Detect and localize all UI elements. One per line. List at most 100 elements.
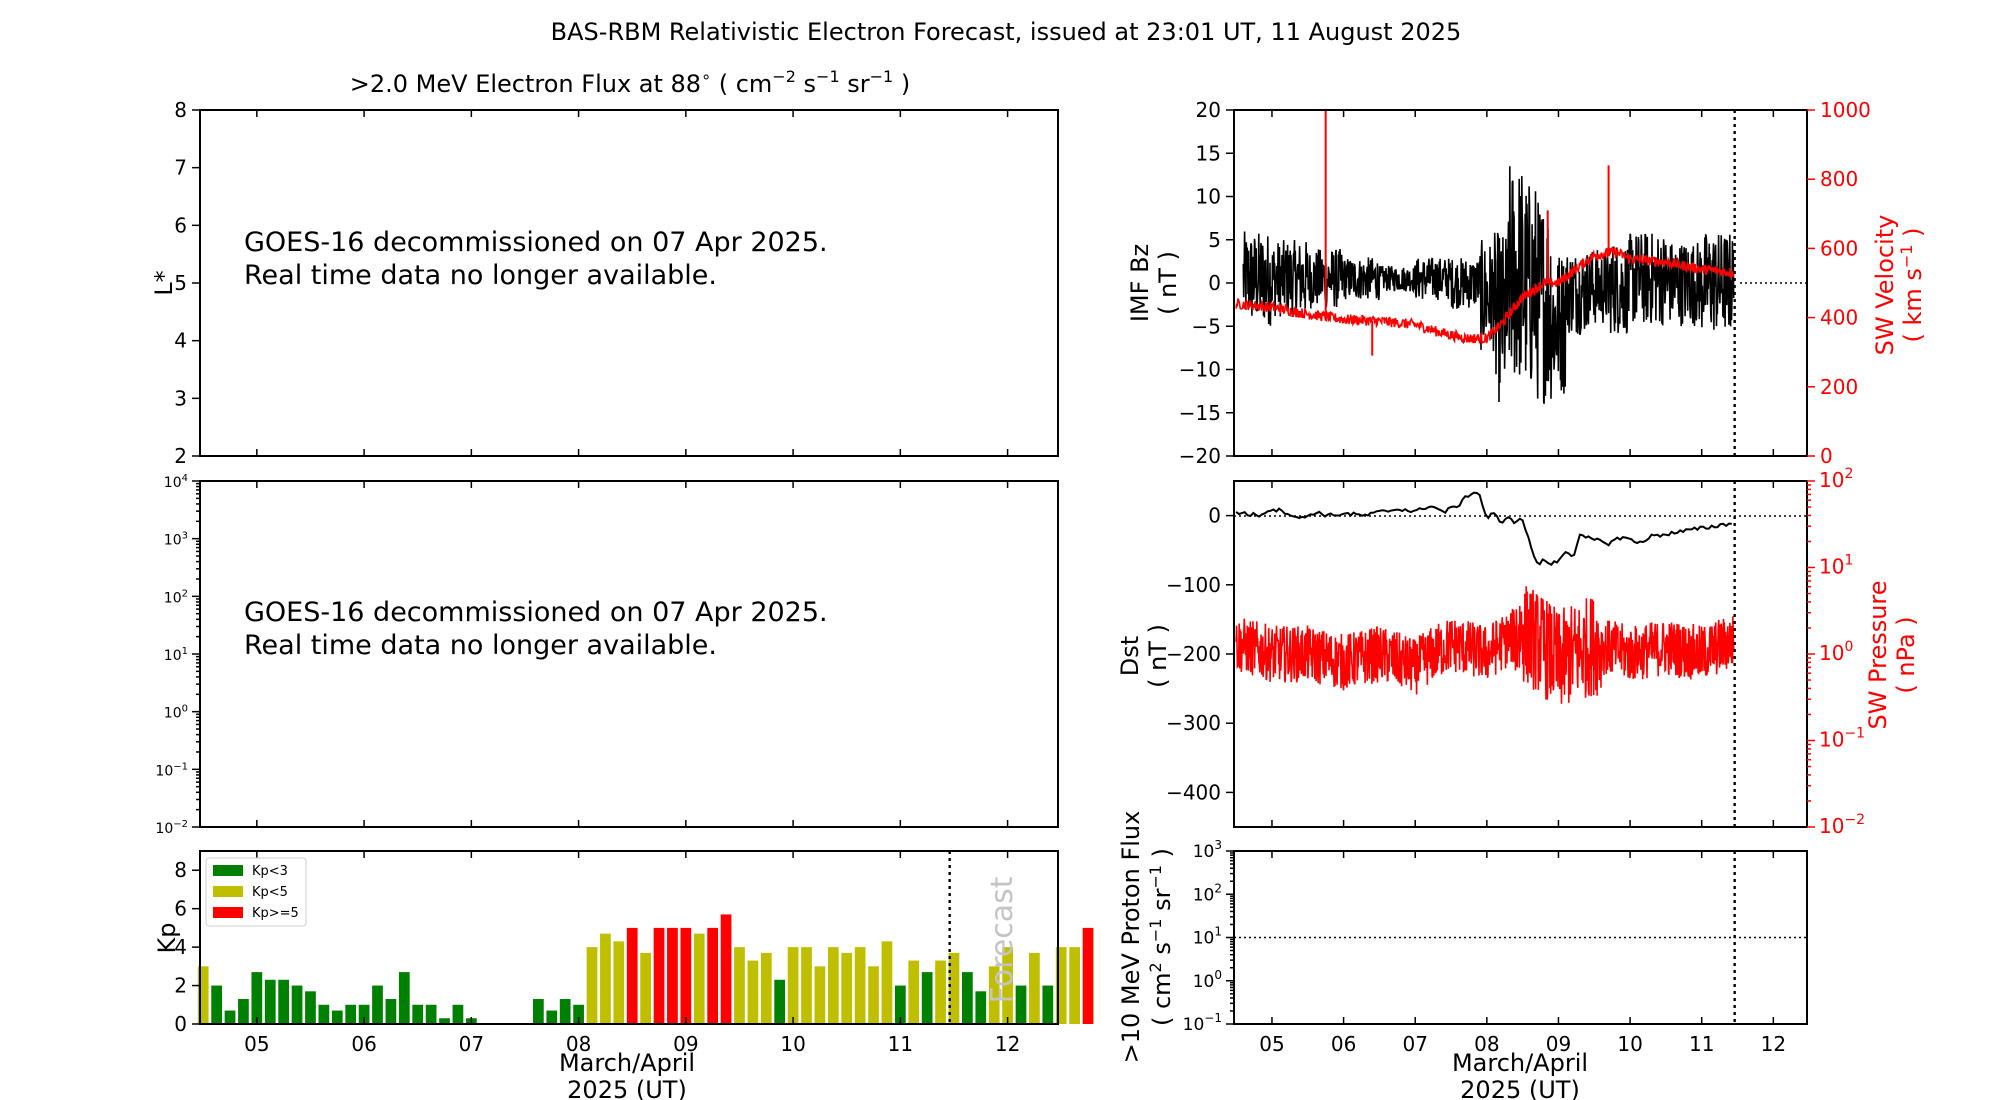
bz-panel-ylabel-line2: ( nT ) bbox=[1154, 251, 1182, 315]
kp-bar bbox=[345, 1004, 357, 1024]
legend-swatch-kp-high bbox=[213, 907, 243, 918]
kp-bar bbox=[787, 947, 799, 1024]
y-tick-label: 101 bbox=[1819, 553, 1853, 579]
log-panel-yaxis: 10−2 10−1 100 101 102 103 104 bbox=[155, 473, 200, 837]
kp-bar bbox=[385, 999, 397, 1024]
kp-bar bbox=[667, 927, 678, 1024]
x-tick-label: 09 bbox=[673, 1032, 698, 1056]
x-tick-label: 11 bbox=[1689, 1032, 1714, 1056]
log-panel-xaxis bbox=[256, 481, 1009, 827]
flux-panel-message-line1: GOES-16 decommissioned on 07 Apr 2025. bbox=[244, 227, 828, 258]
y-tick-label: −400 bbox=[1166, 780, 1221, 804]
y-tick-label: 103 bbox=[1193, 838, 1222, 862]
legend-swatch-kp-low bbox=[213, 865, 243, 876]
kp-bar bbox=[720, 914, 732, 1024]
kp-panel-xaxis: 05 06 07 08 09 10 11 12 bbox=[244, 851, 1020, 1056]
right-xaxis-label-line2: 2025 (UT) bbox=[1460, 1076, 1580, 1100]
y-tick-label: 2 bbox=[174, 444, 187, 468]
kp-bar bbox=[358, 1004, 370, 1024]
y-tick-label: 6 bbox=[174, 897, 187, 921]
kp-bar bbox=[962, 972, 973, 1024]
x-tick-label: 05 bbox=[1259, 1032, 1284, 1056]
kp-bar bbox=[372, 985, 383, 1024]
kp-bar bbox=[559, 999, 571, 1024]
dst-series bbox=[1235, 491, 1732, 566]
y-tick-label: 0 bbox=[174, 1012, 187, 1036]
x-tick-label: 08 bbox=[1474, 1032, 1499, 1056]
x-tick-label: 12 bbox=[995, 1032, 1020, 1056]
flux-panel-xaxis bbox=[256, 110, 1009, 456]
y-tick-label: 4 bbox=[174, 935, 187, 959]
y-tick-label: 0 bbox=[1820, 444, 1833, 468]
proton-panel-xaxis: 05 06 07 08 09 10 11 12 bbox=[1259, 851, 1786, 1056]
y-tick-label: 8 bbox=[174, 858, 187, 882]
kp-bar bbox=[197, 966, 209, 1024]
y-tick-label: 10−2 bbox=[1819, 812, 1865, 838]
kp-panel-yaxis: 0 2 4 6 8 bbox=[174, 858, 200, 1036]
y-tick-label: −5 bbox=[1192, 314, 1221, 338]
kp-bar bbox=[841, 952, 853, 1024]
kp-bar bbox=[305, 991, 316, 1024]
dst-panel-yaxis: −400 −300 −200 −100 0 bbox=[1166, 504, 1234, 804]
kp-bar bbox=[747, 960, 759, 1024]
x-tick-label: 06 bbox=[1331, 1032, 1356, 1056]
flux-panel-yaxis: 2 3 4 5 6 7 8 bbox=[174, 98, 200, 468]
flux-panel-title: >2.0 MeV Electron Flux at 88∘ ( cm−2 s−1… bbox=[350, 67, 910, 98]
kp-bar bbox=[653, 927, 665, 1024]
kp-bar bbox=[881, 941, 893, 1024]
dst-panel-ylabel-line2: ( nT ) bbox=[1144, 624, 1172, 688]
kp-bar bbox=[211, 985, 222, 1024]
y-tick-label: 101 bbox=[1193, 925, 1222, 949]
kp-bar bbox=[1069, 947, 1080, 1024]
bz-panel-yaxis: −20 −15 −10 −5 0 5 10 15 20 bbox=[1179, 98, 1234, 468]
right-xaxis-label-line1: March/April bbox=[1452, 1049, 1588, 1077]
kp-bar bbox=[774, 979, 786, 1024]
kp-bar bbox=[425, 1004, 437, 1024]
kp-bar bbox=[412, 1004, 424, 1024]
dst-series-group bbox=[1235, 491, 1735, 704]
y-tick-label: −20 bbox=[1179, 444, 1221, 468]
y-tick-label: 20 bbox=[1196, 98, 1221, 122]
y-tick-label: 10 bbox=[1196, 185, 1221, 209]
pressure-yaxis: 10−2 10−1 100 101 102 bbox=[1807, 466, 1865, 838]
x-tick-label: 07 bbox=[459, 1032, 484, 1056]
kp-bar bbox=[278, 979, 290, 1024]
kp-bar bbox=[1029, 952, 1040, 1024]
kp-bar bbox=[573, 1004, 584, 1024]
kp-panel-ylabel: Kp bbox=[153, 923, 181, 954]
y-tick-label: 7 bbox=[174, 156, 187, 180]
bz-panel-xaxis bbox=[1271, 110, 1775, 456]
left-xaxis-label-line2: 2025 (UT) bbox=[567, 1076, 687, 1100]
kp-bar bbox=[224, 1010, 236, 1024]
kp-bar bbox=[935, 960, 946, 1024]
y-tick-label: 10−1 bbox=[1183, 1011, 1222, 1035]
y-tick-label: 104 bbox=[164, 473, 188, 491]
kp-bar bbox=[693, 933, 705, 1024]
x-tick-label: 11 bbox=[888, 1032, 913, 1056]
kp-panel-frame bbox=[199, 850, 1059, 1025]
legend-label-kp-high: Kp>=5 bbox=[252, 906, 299, 921]
flux-panel-message-line2: Real time data no longer available. bbox=[244, 260, 717, 291]
legend-label-kp-mid: Kp<5 bbox=[252, 885, 288, 900]
kp-bar bbox=[546, 1010, 558, 1024]
kp-bar bbox=[814, 966, 826, 1024]
kp-bar bbox=[398, 972, 410, 1024]
x-tick-label: 09 bbox=[1546, 1032, 1571, 1056]
kp-bar bbox=[760, 952, 772, 1024]
bz-panel-ylabel-line1: IMF Bz bbox=[1126, 244, 1154, 322]
y-tick-label: 100 bbox=[1193, 968, 1222, 992]
kp-bar bbox=[613, 941, 625, 1024]
log-panel-message-line1: GOES-16 decommissioned on 07 Apr 2025. bbox=[244, 597, 828, 628]
proton-panel-yaxis: 10−1 100 101 102 103 bbox=[1183, 838, 1234, 1035]
pressure-ylabel-line2: ( nPa ) bbox=[1892, 616, 1920, 693]
x-tick-label: 10 bbox=[780, 1032, 805, 1056]
y-tick-label: 1000 bbox=[1820, 98, 1871, 122]
kp-bar bbox=[908, 960, 920, 1024]
kp-bar bbox=[680, 927, 692, 1024]
kp-bar bbox=[921, 972, 933, 1024]
sw-pressure-series bbox=[1235, 586, 1735, 704]
x-tick-label: 06 bbox=[351, 1032, 376, 1056]
kp-bar bbox=[1002, 947, 1013, 1024]
x-tick-label: 08 bbox=[566, 1032, 591, 1056]
y-tick-label: 600 bbox=[1820, 236, 1858, 260]
